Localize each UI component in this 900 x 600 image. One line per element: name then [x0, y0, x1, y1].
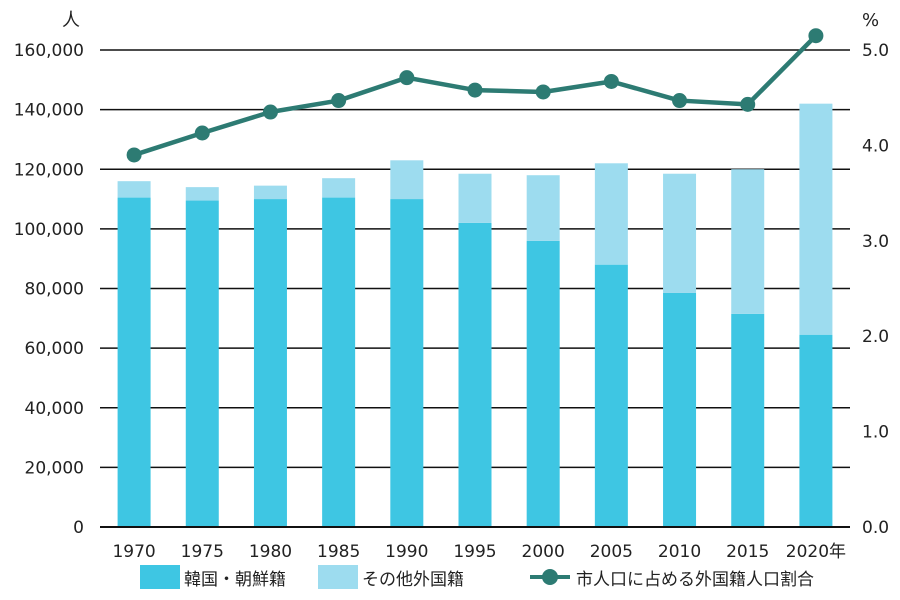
legend-label-korea: 韓国・朝鮮籍 [184, 569, 286, 590]
ratio-point [331, 93, 347, 109]
ratio-point [126, 147, 142, 163]
y-right-tick-label: 5.0 [862, 41, 889, 61]
legend-swatch-korea [140, 565, 180, 589]
ratio-point [262, 104, 278, 120]
ratio-point [535, 84, 551, 100]
bar-korea [526, 240, 560, 528]
legend-item-korea: 韓国・朝鮮籍 [140, 563, 286, 591]
x-tick-label: 1995 [453, 542, 496, 562]
bar-other [185, 187, 219, 201]
bar-other [526, 175, 560, 241]
left-axis-unit: 人 [62, 10, 80, 31]
bar-other [253, 185, 287, 200]
y-right-tick-label: 3.0 [862, 232, 889, 252]
bar-korea [458, 222, 492, 527]
right-axis-unit: % [862, 10, 879, 31]
bar-other [663, 173, 697, 293]
x-tick-label: 1980 [249, 542, 292, 562]
x-tick-label: 1990 [385, 542, 428, 562]
y-left-tick-label: 40,000 [25, 399, 84, 419]
bar-other [594, 163, 628, 265]
legend-item-other: その他外国籍 [318, 563, 464, 591]
y-left-tick-label: 120,000 [14, 160, 84, 180]
line-series [126, 28, 824, 163]
y-left-tick-label: 20,000 [25, 458, 84, 478]
x-tick-label: 1975 [181, 542, 224, 562]
legend-label-ratio: 市人口に占める外国籍人口割合 [576, 569, 814, 590]
x-tick-label: 2020年 [786, 542, 846, 562]
x-tick-label: 1985 [317, 542, 360, 562]
bar-korea [594, 264, 628, 527]
bar-korea [799, 334, 833, 527]
y-left-tick-label: 160,000 [14, 41, 84, 61]
legend-swatch-other [318, 565, 358, 589]
y-left-tick-label: 0 [73, 518, 84, 538]
bar-other [731, 169, 765, 314]
x-tick-label: 2000 [522, 542, 565, 562]
y-left-tick-label: 140,000 [14, 101, 84, 121]
y-left-tick-label: 100,000 [14, 220, 84, 240]
bar-other [458, 173, 492, 223]
bar-korea [253, 199, 287, 527]
bar-other [390, 160, 424, 200]
ratio-point [672, 93, 688, 109]
legend-item-ratio: 市人口に占める外国籍人口割合 [530, 563, 814, 591]
bar-korea [322, 197, 356, 527]
ratio-point [399, 70, 415, 86]
legend-label-other: その他外国籍 [362, 569, 464, 590]
ratio-point [194, 125, 210, 141]
x-tick-label: 2005 [590, 542, 633, 562]
bar-korea [117, 197, 151, 527]
y-right-tick-label: 4.0 [862, 136, 889, 156]
y-right-tick-label: 1.0 [862, 423, 889, 443]
bar-series [117, 103, 833, 528]
legend-swatch-ratio [530, 565, 570, 589]
ratio-point [740, 96, 756, 112]
bar-korea [731, 313, 765, 527]
legend: 韓国・朝鮮籍 その他外国籍 市人口に占める外国籍人口割合 [0, 563, 900, 593]
axes: 0 20,000 40,000 60,000 80,000 100,000 120,000 1… [14, 41, 889, 562]
bar-other [117, 181, 151, 198]
bar-korea [185, 200, 219, 527]
y-right-tick-label: 0.0 [862, 518, 889, 538]
ratio-point [808, 28, 824, 44]
x-tick-label: 1970 [112, 542, 155, 562]
x-tick-label: 2010 [658, 542, 701, 562]
bar-korea [390, 199, 424, 527]
bar-other [322, 178, 356, 198]
y-right-tick-label: 2.0 [862, 327, 889, 347]
y-left-tick-label: 60,000 [25, 339, 84, 359]
ratio-point [467, 82, 483, 98]
bar-other [799, 103, 833, 335]
y-left-tick-label: 80,000 [25, 280, 84, 300]
x-tick-label: 2015 [726, 542, 769, 562]
ratio-point [603, 73, 619, 89]
bar-korea [663, 292, 697, 527]
